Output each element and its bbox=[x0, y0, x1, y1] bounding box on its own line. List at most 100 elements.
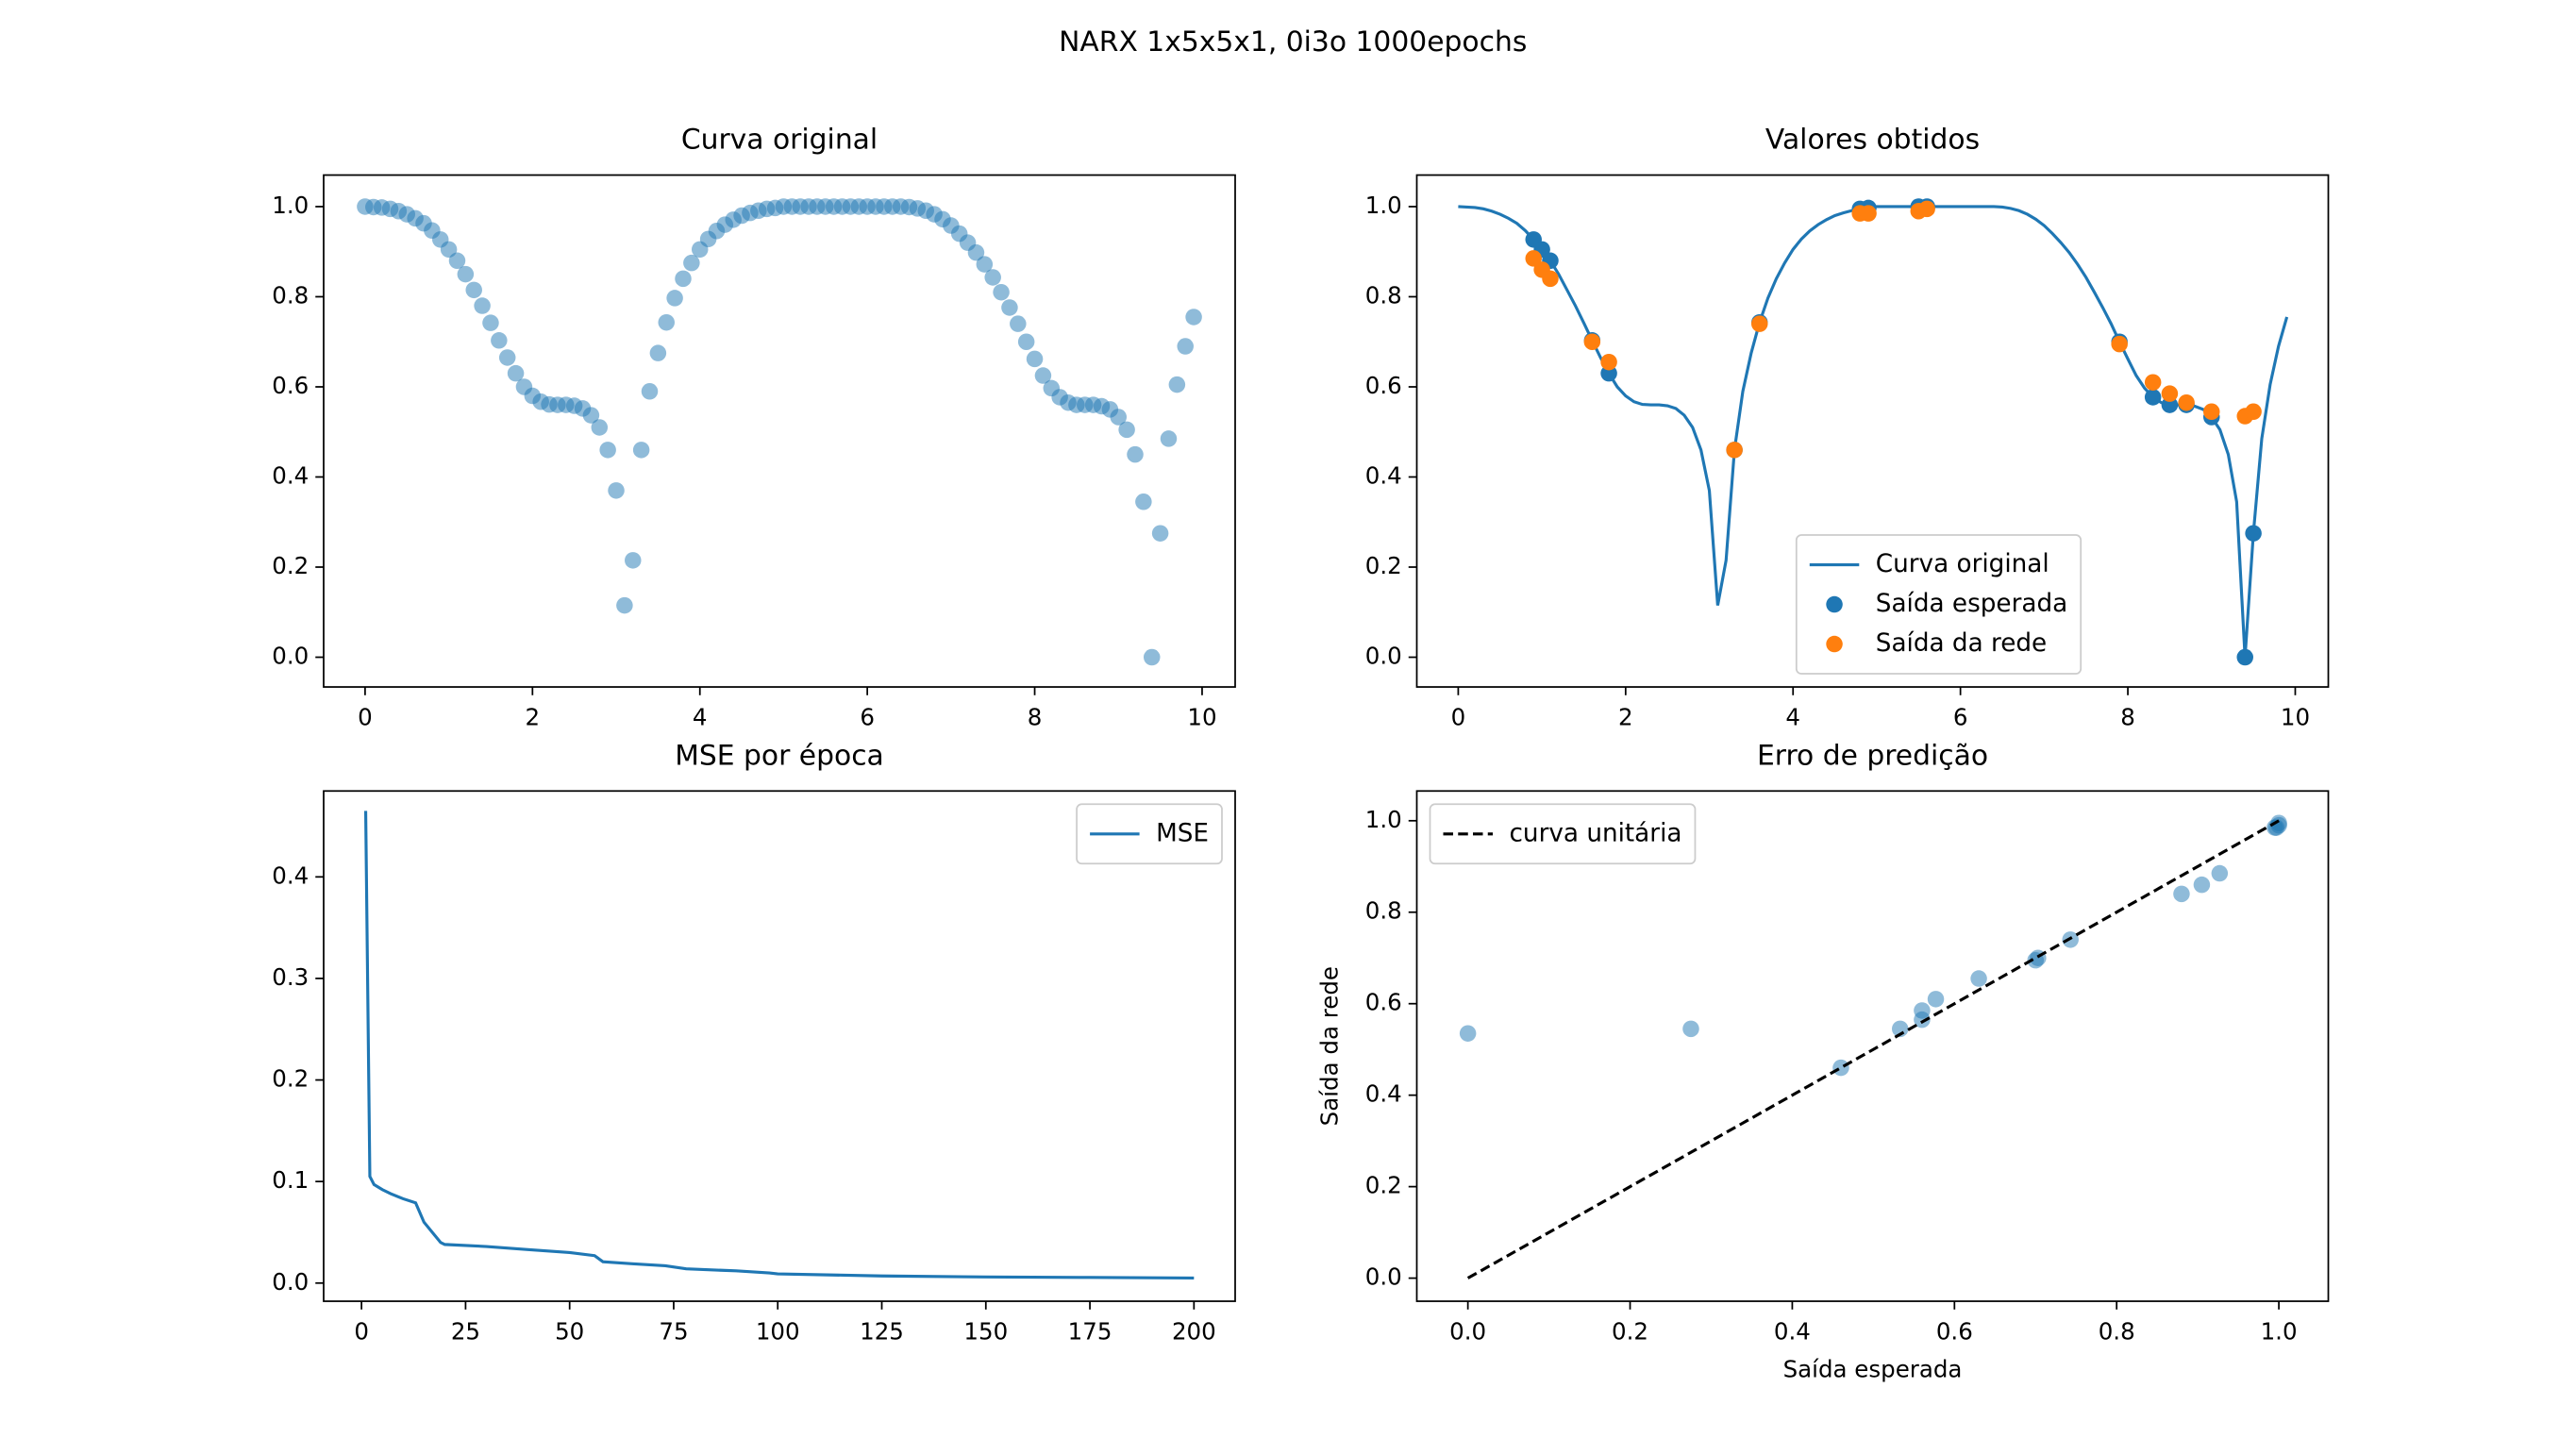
scatter-point bbox=[1160, 430, 1178, 447]
scatter-point bbox=[1110, 409, 1128, 426]
scatter-point bbox=[2173, 885, 2190, 903]
scatter-point bbox=[625, 552, 642, 569]
y-tick-label: 1.0 bbox=[1365, 192, 1402, 219]
legend-item: Curva original bbox=[1809, 550, 2049, 578]
subplot-title: Erro de predição bbox=[1757, 739, 1988, 772]
legend-item: Saída esperada bbox=[1826, 590, 2067, 618]
subplot: MSE por época 0 25 50 75 100 125 150 175 200 0.0 0.… bbox=[272, 739, 1236, 1345]
scatter-point bbox=[993, 283, 1010, 301]
legend-item: MSE bbox=[1090, 819, 1209, 847]
scatter-point bbox=[582, 407, 600, 424]
scatter-point bbox=[2144, 374, 2162, 391]
x-tick-label: 10 bbox=[2281, 703, 2310, 730]
y-tick-label: 0.4 bbox=[272, 861, 309, 889]
x-tick-label: 2 bbox=[526, 703, 541, 730]
scatter-point bbox=[1860, 205, 1877, 222]
scatter-point bbox=[507, 364, 525, 382]
y-tick-label: 1.0 bbox=[272, 192, 309, 219]
x-tick-label: 4 bbox=[693, 703, 708, 730]
scatter-point bbox=[2203, 403, 2220, 421]
scatter-point bbox=[1010, 315, 1027, 332]
scatter-point bbox=[448, 252, 466, 270]
y-tick-label: 0.4 bbox=[1365, 461, 1402, 489]
scatter-point bbox=[2211, 864, 2229, 882]
scatter-point bbox=[641, 383, 659, 400]
scatter-point bbox=[1127, 445, 1144, 463]
x-tick-label: 0 bbox=[358, 703, 373, 730]
scatter-point bbox=[616, 596, 633, 614]
x-tick-label: 1.0 bbox=[2261, 1317, 2298, 1345]
x-tick-label: 0.0 bbox=[1449, 1317, 1486, 1345]
legend-label: Saída da rede bbox=[1876, 629, 2047, 658]
scatter-point bbox=[2193, 876, 2211, 894]
legend-label: MSE bbox=[1156, 819, 1209, 847]
scatter-point bbox=[976, 256, 994, 273]
legend-frame bbox=[1795, 534, 2083, 675]
x-tick-label: 2 bbox=[1618, 703, 1633, 730]
x-tick-label: 25 bbox=[451, 1317, 480, 1345]
scatter-point bbox=[2161, 385, 2179, 402]
legend-swatch bbox=[1826, 635, 1843, 653]
scatter-point bbox=[498, 349, 516, 366]
legend-label: Curva original bbox=[1876, 550, 2049, 578]
subplot: Curva original 0 2 4 6 8 10 0.0 0.2 0.4 0.6 0.8 1.0 bbox=[272, 124, 1236, 730]
scatter-point bbox=[666, 290, 683, 307]
scatter-point bbox=[1927, 991, 1945, 1008]
x-tick-label: 125 bbox=[860, 1317, 904, 1345]
y-tick-label: 0.0 bbox=[1365, 643, 1402, 670]
x-tick-label: 75 bbox=[659, 1317, 688, 1345]
scatter-point bbox=[2245, 403, 2262, 421]
scatter-point bbox=[1726, 442, 1743, 459]
scatter-point bbox=[599, 442, 616, 459]
scatter-point bbox=[465, 281, 482, 299]
y-tick-label: 0.6 bbox=[1365, 372, 1402, 399]
legend: curva unitária bbox=[1429, 803, 1697, 865]
line-series bbox=[363, 811, 1195, 1279]
scatter-point bbox=[658, 313, 675, 331]
scatter-point bbox=[474, 297, 491, 314]
scatter-point bbox=[632, 442, 650, 459]
scatter-point bbox=[457, 265, 475, 283]
x-tick-label: 0.2 bbox=[1612, 1317, 1648, 1345]
y-tick-label: 0.6 bbox=[272, 372, 309, 399]
x-tick-label: 10 bbox=[1187, 703, 1216, 730]
scatter-point bbox=[2111, 335, 2128, 353]
scatter-point bbox=[1143, 648, 1161, 666]
scatter-point bbox=[1459, 1025, 1477, 1042]
scatter-point bbox=[1583, 333, 1601, 350]
scatter-point bbox=[1525, 250, 1542, 267]
y-tick-label: 0.2 bbox=[272, 1065, 309, 1093]
x-tick-label: 6 bbox=[1953, 703, 1968, 730]
scatter-point bbox=[1970, 970, 1987, 987]
scatter-point bbox=[2178, 393, 2195, 411]
scatter-point bbox=[1017, 333, 1035, 350]
x-tick-label: 4 bbox=[1785, 703, 1800, 730]
scatter-point bbox=[1151, 525, 1169, 542]
y-tick-label: 0.4 bbox=[1365, 1080, 1402, 1108]
legend-frame bbox=[1076, 803, 1223, 865]
scatter-point bbox=[1750, 315, 1768, 332]
y-tick-label: 0.0 bbox=[272, 1268, 309, 1296]
subplot: Valores obtidos 0 2 4 6 8 10 0.0 0.2 0.4 0.6 0.8 1.0… bbox=[1365, 124, 2330, 730]
figure-title: NARX 1x5x5x1, 0i3o 1000epochs bbox=[1059, 25, 1527, 59]
y-tick-label: 0.8 bbox=[272, 281, 309, 309]
scatter-point bbox=[649, 344, 667, 361]
y-tick-label: 0.8 bbox=[1365, 281, 1402, 309]
y-tick-label: 0.2 bbox=[1365, 552, 1402, 579]
x-axis-label: Saída esperada bbox=[1783, 1356, 1963, 1383]
y-tick-label: 0.2 bbox=[272, 552, 309, 579]
legend: MSE bbox=[1076, 803, 1223, 865]
x-tick-label: 6 bbox=[860, 703, 875, 730]
y-tick-label: 0.6 bbox=[1365, 989, 1402, 1016]
scatter-point bbox=[984, 269, 1001, 286]
scatter-point bbox=[1682, 1020, 1699, 1038]
x-tick-label: 8 bbox=[2120, 703, 2135, 730]
scatter-point bbox=[1891, 1020, 1909, 1038]
legend-item: Saída da rede bbox=[1826, 629, 2047, 658]
axes-frame bbox=[1415, 790, 2330, 1302]
scatter-point bbox=[1118, 421, 1135, 439]
legend: Curva original Saída esperada Saída da red… bbox=[1795, 534, 2083, 675]
y-axis-label: Saída da rede bbox=[1316, 966, 1344, 1126]
scatter-point bbox=[2245, 525, 2262, 542]
